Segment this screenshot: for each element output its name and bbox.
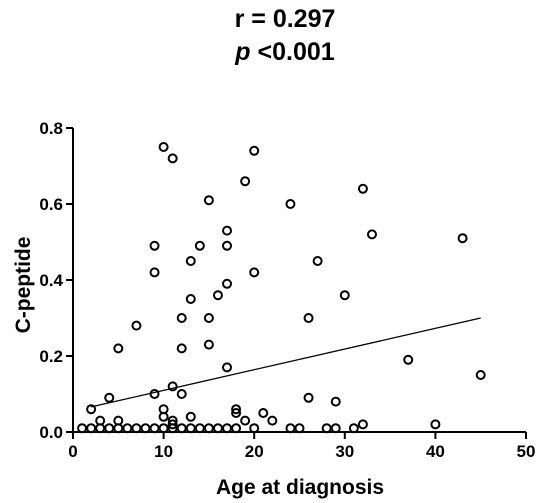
x-tick-label: 50 <box>517 442 536 461</box>
data-point <box>222 362 233 373</box>
data-points <box>77 142 486 434</box>
x-tick-label: 20 <box>245 442 264 461</box>
data-point <box>403 354 414 365</box>
data-point <box>312 256 323 266</box>
data-point <box>158 411 169 422</box>
data-point <box>176 313 187 323</box>
p-value-annotation: p <0.001 <box>0 37 550 67</box>
p-value-text: <0.001 <box>257 38 335 66</box>
data-point <box>339 290 350 301</box>
data-point <box>249 267 260 278</box>
data-point <box>475 370 486 380</box>
data-point <box>86 404 97 415</box>
data-point <box>167 419 178 430</box>
data-point <box>167 153 178 164</box>
x-tick-label: 30 <box>335 442 354 461</box>
data-point <box>240 176 251 187</box>
data-point <box>176 343 187 354</box>
data-point <box>158 142 169 152</box>
y-axis-title: C-peptide <box>12 237 35 334</box>
data-point <box>203 195 214 206</box>
regression-line <box>90 317 481 408</box>
data-point <box>104 392 115 403</box>
x-tick-label: 10 <box>154 442 173 461</box>
data-point <box>149 240 160 251</box>
y-tick-label: 0.2 <box>39 347 63 366</box>
data-point <box>285 199 296 209</box>
data-point <box>303 313 314 323</box>
data-point <box>267 415 278 426</box>
data-point <box>430 419 441 430</box>
data-point <box>131 320 142 331</box>
y-tick-label: 0.4 <box>39 271 63 290</box>
data-point <box>212 290 223 301</box>
data-point <box>149 267 160 278</box>
data-point <box>357 419 368 430</box>
data-point <box>185 411 196 422</box>
data-point <box>231 408 242 418</box>
data-point <box>203 339 214 350</box>
data-point <box>176 389 187 399</box>
y-tick-label: 0.6 <box>39 195 63 214</box>
x-tick-label: 40 <box>426 442 445 461</box>
y-tick-label: 0.8 <box>39 119 63 138</box>
data-point <box>249 145 260 156</box>
data-point <box>167 381 178 392</box>
data-point <box>222 225 233 236</box>
data-point <box>258 408 269 418</box>
x-axis-title: Age at diagnosis <box>216 476 384 499</box>
data-point <box>113 343 124 354</box>
data-point <box>185 256 196 266</box>
y-tick-label: 0.0 <box>39 423 63 442</box>
data-point <box>366 229 377 240</box>
x-tick-label: 0 <box>68 442 77 461</box>
r-value-text: r = 0.297 <box>234 5 336 33</box>
data-point <box>457 233 468 244</box>
correlation-coefficient: r = 0.297 <box>0 4 550 34</box>
data-point <box>185 294 196 304</box>
data-point <box>222 278 233 289</box>
data-point <box>231 404 242 415</box>
data-point <box>330 396 341 407</box>
data-point <box>357 183 368 194</box>
data-point <box>203 313 214 323</box>
data-point <box>149 389 160 399</box>
data-point <box>303 392 314 403</box>
data-point <box>222 240 233 251</box>
axes: 0 10 20 30 40 50 0.0 0.2 0.4 0.6 0.8 <box>39 119 535 461</box>
data-point <box>194 240 205 251</box>
data-point <box>240 415 251 426</box>
p-symbol: p <box>235 38 251 66</box>
